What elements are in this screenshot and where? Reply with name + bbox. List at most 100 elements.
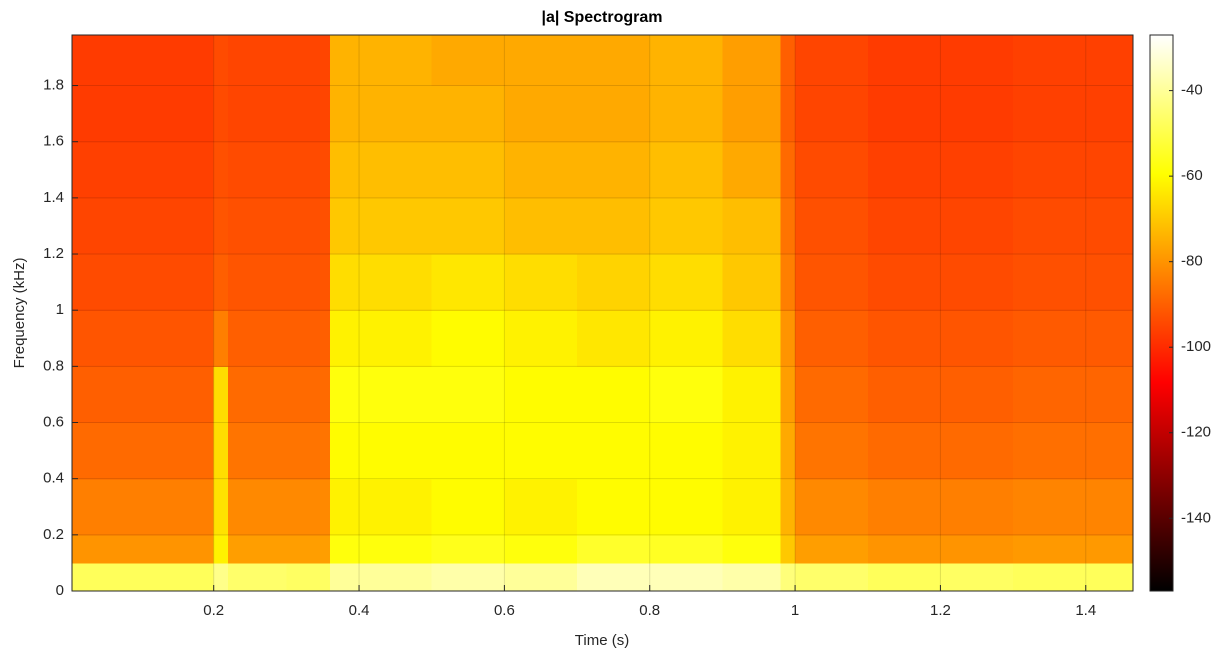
heatmap-cell xyxy=(141,85,215,143)
heatmap-cell xyxy=(722,35,782,87)
heatmap-cell xyxy=(329,478,433,536)
heatmap-cell xyxy=(780,141,796,199)
heatmap-cell xyxy=(213,534,229,564)
x-tick-label: 0.6 xyxy=(494,602,515,619)
heatmap-cell xyxy=(504,254,578,311)
x-tick-label: 0.4 xyxy=(349,602,370,619)
heatmap-cell xyxy=(795,35,869,87)
heatmap-cell xyxy=(504,35,578,87)
heatmap-cell xyxy=(504,562,578,592)
heatmap-cell xyxy=(722,478,782,536)
heatmap-cell xyxy=(1013,197,1134,255)
heatmap-cell xyxy=(577,562,651,592)
heatmap-cell xyxy=(213,562,229,592)
heatmap-cell xyxy=(431,197,505,255)
y-axis-label: Frequency (kHz) xyxy=(11,258,28,369)
heatmap-cell xyxy=(329,254,433,311)
heatmap-cell xyxy=(577,197,651,255)
colorbar-tick-label: -60 xyxy=(1181,167,1203,184)
heatmap-cell xyxy=(72,562,142,592)
heatmap-cell xyxy=(431,141,505,199)
heatmap-cell xyxy=(213,35,229,87)
y-tick-label: 1.8 xyxy=(43,77,64,94)
heatmap-cell xyxy=(940,366,1014,424)
heatmap-cell xyxy=(722,534,782,564)
y-tick-label: 0.4 xyxy=(43,470,64,487)
heatmap-cell xyxy=(867,85,942,143)
heatmap-cell xyxy=(213,422,229,480)
heatmap-cell xyxy=(329,422,433,480)
heatmap-cell xyxy=(1013,422,1134,480)
heatmap-cell xyxy=(286,85,331,143)
heatmap-cell xyxy=(141,35,215,87)
heatmap-cell xyxy=(722,562,782,592)
heatmap-cell xyxy=(213,478,229,536)
heatmap-cell xyxy=(228,366,287,424)
heatmap-cell xyxy=(329,534,433,564)
heatmap-cell xyxy=(504,197,578,255)
x-tick-label: 1 xyxy=(791,602,799,619)
heatmap-cell xyxy=(286,562,331,592)
heatmap-cell xyxy=(504,310,578,367)
heatmap-cell xyxy=(867,534,942,564)
heatmap-cell xyxy=(329,35,433,87)
heatmap-cell xyxy=(504,85,578,143)
heatmap-cell xyxy=(431,534,505,564)
heatmap-cell xyxy=(504,422,578,480)
heatmap-cell xyxy=(795,254,869,311)
heatmap-cell xyxy=(72,35,142,87)
y-tick-label: 1 xyxy=(56,301,64,318)
heatmap-cell xyxy=(213,85,229,143)
heatmap-cell xyxy=(141,534,215,564)
heatmap-cell xyxy=(940,478,1014,536)
colorbar-tick-label: -80 xyxy=(1181,253,1203,270)
heatmap-cell xyxy=(504,478,578,536)
heatmap-cell xyxy=(649,478,724,536)
heatmap-cell xyxy=(213,366,229,424)
heatmap-cell xyxy=(780,562,796,592)
heatmap-cell xyxy=(141,310,215,367)
heatmap-cell xyxy=(940,534,1014,564)
heatmap-cell xyxy=(1013,478,1134,536)
heatmap-cell xyxy=(228,478,287,536)
heatmap-cell xyxy=(577,534,651,564)
heatmap-cell xyxy=(1013,85,1134,143)
heatmap-cell xyxy=(141,141,215,199)
heatmap-cell xyxy=(72,366,142,424)
heatmap-cell xyxy=(577,310,651,367)
heatmap-cell xyxy=(722,141,782,199)
y-tick-label: 1.4 xyxy=(43,189,64,206)
heatmap-cell xyxy=(329,310,433,367)
heatmap-cell xyxy=(213,197,229,255)
heatmap-cell xyxy=(72,534,142,564)
heatmap-cell xyxy=(1013,35,1134,87)
heatmap-cell xyxy=(577,254,651,311)
y-tick-label: 0 xyxy=(56,582,64,599)
heatmap-cell xyxy=(141,422,215,480)
y-tick-label: 0.6 xyxy=(43,413,64,430)
heatmap-cell xyxy=(504,366,578,424)
heatmap-cell xyxy=(780,197,796,255)
heatmap-cell xyxy=(431,366,505,424)
heatmap-cell xyxy=(780,85,796,143)
heatmap-cell xyxy=(867,562,942,592)
chart-title: |a| Spectrogram xyxy=(542,9,663,26)
heatmap-cell xyxy=(649,366,724,424)
heatmap-cell xyxy=(795,366,869,424)
heatmap-cell xyxy=(1013,141,1134,199)
heatmap-cell xyxy=(286,478,331,536)
heatmap-cell xyxy=(1013,534,1134,564)
heatmap-cell xyxy=(940,141,1014,199)
y-tick-label: 0.8 xyxy=(43,357,64,374)
heatmap-cell xyxy=(867,310,942,367)
heatmap-cell xyxy=(795,197,869,255)
heatmap-cell xyxy=(867,197,942,255)
heatmap-cell xyxy=(649,254,724,311)
heatmap-cell xyxy=(228,35,287,87)
heatmap-cell xyxy=(329,141,433,199)
heatmap-cell xyxy=(329,197,433,255)
heatmap-cell xyxy=(867,141,942,199)
heatmap-cell xyxy=(780,366,796,424)
heatmap-cell xyxy=(504,534,578,564)
heatmap-cell xyxy=(780,310,796,367)
